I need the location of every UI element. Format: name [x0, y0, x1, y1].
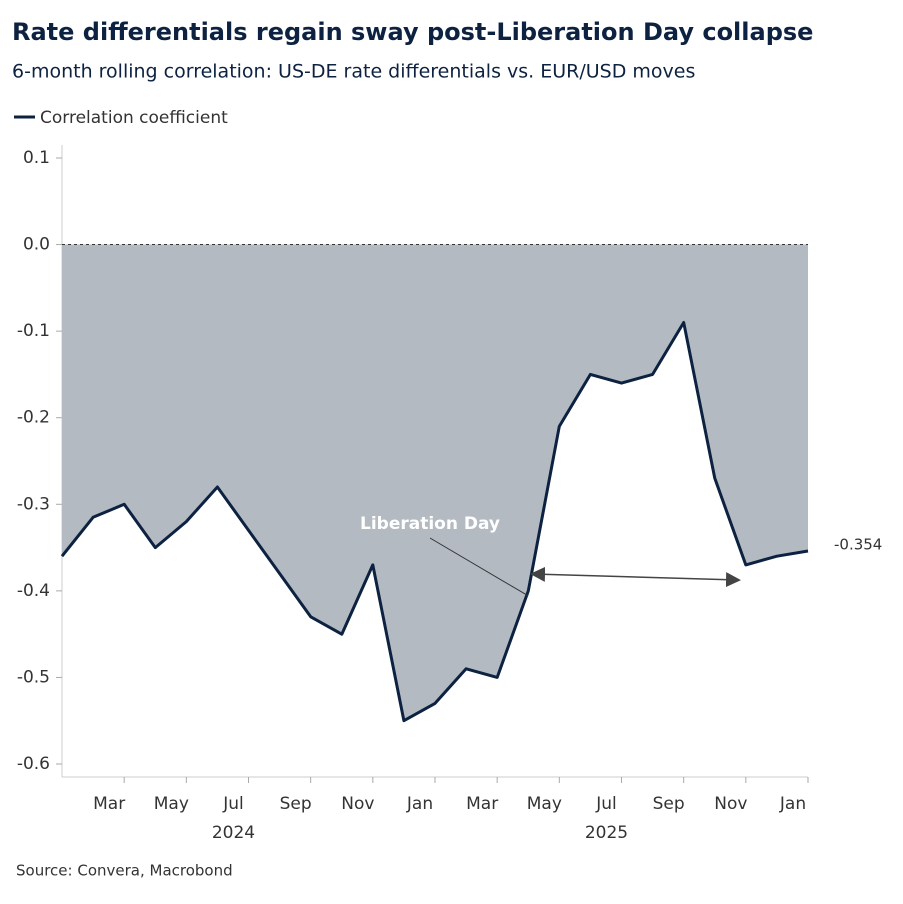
x-tick-label: Jan: [406, 794, 433, 814]
annotation-leader: [429, 537, 529, 597]
y-tick-label: -0.1: [17, 321, 50, 341]
x-tick-label: Sep: [653, 794, 685, 814]
y-tick-label: -0.2: [17, 408, 50, 428]
x-tick-label: Jul: [595, 794, 617, 814]
chart-subtitle: 6-month rolling correlation: US-DE rate …: [12, 61, 695, 83]
y-tick-label: 0.1: [23, 148, 50, 168]
last-value-label: -0.354: [834, 536, 882, 554]
x-tick-label: Mar: [466, 794, 498, 814]
x-tick-label: May: [154, 794, 189, 814]
y-tick-label: 0.0: [23, 235, 50, 255]
x-tick-label: Jul: [222, 794, 244, 814]
legend-label: Correlation coefficient: [40, 108, 228, 128]
x-tick-label: Nov: [714, 794, 747, 814]
x-tick-label: Jan: [779, 794, 806, 814]
area: [62, 244, 808, 721]
x-tick-label: May: [527, 794, 562, 814]
annotation: Liberation Day: [360, 514, 500, 534]
x-tick-label: Mar: [93, 794, 125, 814]
x-tick-label: Nov: [341, 794, 374, 814]
y-tick-label: -0.3: [17, 494, 50, 514]
x-year-label: 2024: [212, 823, 255, 843]
y-tick-label: -0.6: [17, 754, 50, 774]
annotation-arrow: [530, 566, 741, 588]
chart-title: Rate differentials regain sway post-Libe…: [12, 18, 813, 46]
source: Source: Convera, Macrobond: [16, 862, 233, 880]
x-tick-label: Sep: [280, 794, 312, 814]
y-tick-label: -0.5: [17, 667, 50, 687]
y-tick-label: -0.4: [17, 581, 50, 601]
line: [60, 321, 809, 723]
x-year-label: 2025: [585, 823, 628, 843]
